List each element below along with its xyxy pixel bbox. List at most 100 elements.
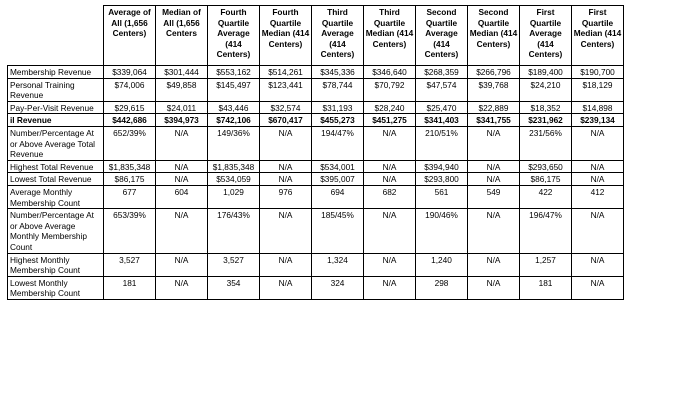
table-cell: 185/45% xyxy=(311,208,364,254)
col-header-median-all: Median of All (1,656 Centers xyxy=(155,5,208,66)
table-cell: N/A xyxy=(259,252,312,277)
table-cell: 677 xyxy=(103,184,156,210)
table-cell: N/A xyxy=(467,125,520,161)
table-cell: N/A xyxy=(259,208,312,254)
table-cell: $190,700 xyxy=(571,65,624,79)
col-header-second-median: Second Quartile Median (414 Centers) xyxy=(467,5,520,66)
corner-cell xyxy=(7,5,104,66)
table-cell: N/A xyxy=(259,275,312,300)
row-label: Pay-Per-Visit Revenue xyxy=(7,100,104,115)
table-cell: $32,574 xyxy=(259,100,312,115)
table-cell: N/A xyxy=(363,208,416,254)
table-cell: 149/36% xyxy=(207,125,260,161)
table-cell: 1,240 xyxy=(415,252,468,277)
table-cell: $553,162 xyxy=(207,65,260,79)
table-cell: 298 xyxy=(415,275,468,300)
table-cell: N/A xyxy=(259,125,312,161)
table-cell: 412 xyxy=(571,184,624,210)
table-cell: N/A xyxy=(155,159,208,174)
table-cell: $301,444 xyxy=(155,65,208,79)
table-row: Pay-Per-Visit Revenue $29,615 $24,011 $43,4… xyxy=(7,100,624,115)
table-cell: 976 xyxy=(259,184,312,210)
table-cell: $534,059 xyxy=(207,172,260,186)
row-label: Lowest Total Revenue xyxy=(7,172,104,186)
table-cell: $345,336 xyxy=(311,65,364,79)
table-cell: N/A xyxy=(467,252,520,277)
table-cell: $231,962 xyxy=(519,113,572,127)
row-label: il Revenue xyxy=(7,113,104,127)
table-cell: N/A xyxy=(259,172,312,186)
table-cell: $31,193 xyxy=(311,100,364,115)
table-cell: $86,175 xyxy=(519,172,572,186)
table-cell: 694 xyxy=(311,184,364,210)
table-cell: $514,261 xyxy=(259,65,312,79)
table-cell: $442,686 xyxy=(103,113,156,127)
table-cell: $78,744 xyxy=(311,77,364,102)
table-cell: $49,858 xyxy=(155,77,208,102)
table-cell: 354 xyxy=(207,275,260,300)
table-cell: 3,527 xyxy=(207,252,260,277)
table-cell: N/A xyxy=(571,172,624,186)
row-label: Number/Percentage At or Above Average To… xyxy=(7,125,104,161)
table-cell: $25,470 xyxy=(415,100,468,115)
table-cell: $451,275 xyxy=(363,113,416,127)
row-label: Average Monthly Membership Count xyxy=(7,184,104,210)
table-cell: 1,257 xyxy=(519,252,572,277)
table-cell: N/A xyxy=(467,172,520,186)
col-header-second-avg: Second Quartile Average (414 Centers) xyxy=(415,5,468,66)
table-cell: 561 xyxy=(415,184,468,210)
table-cell: N/A xyxy=(363,275,416,300)
table-cell: N/A xyxy=(571,159,624,174)
table-cell: N/A xyxy=(467,208,520,254)
table-cell: $670,417 xyxy=(259,113,312,127)
table-cell: $455,273 xyxy=(311,113,364,127)
table-cell: $341,755 xyxy=(467,113,520,127)
table-cell: $86,175 xyxy=(103,172,156,186)
table-cell: N/A xyxy=(155,275,208,300)
col-header-third-median: Third Quartile Median (414 Centers) xyxy=(363,5,416,66)
table-cell: 176/43% xyxy=(207,208,260,254)
table-cell: 210/51% xyxy=(415,125,468,161)
table-cell: $189,400 xyxy=(519,65,572,79)
table-row: Average Monthly Membership Count 677 604 1,… xyxy=(7,184,624,210)
table-cell: $70,792 xyxy=(363,77,416,102)
table-cell: N/A xyxy=(363,159,416,174)
table-cell: N/A xyxy=(571,252,624,277)
table-cell: $18,352 xyxy=(519,100,572,115)
table-cell: N/A xyxy=(363,125,416,161)
table-cell: N/A xyxy=(467,275,520,300)
table-cell: 196/47% xyxy=(519,208,572,254)
table-cell: 324 xyxy=(311,275,364,300)
table-row: Personal Training Revenue $74,006 $49,858 $… xyxy=(7,77,624,102)
row-label: Highest Monthly Membership Count xyxy=(7,252,104,277)
table-cell: $742,106 xyxy=(207,113,260,127)
table-cell: $293,800 xyxy=(415,172,468,186)
table-cell: 1,324 xyxy=(311,252,364,277)
table-cell: $293,650 xyxy=(519,159,572,174)
row-label: Number/Percentage At or Above Average Mo… xyxy=(7,208,104,254)
table-cell: $74,006 xyxy=(103,77,156,102)
table-cell: N/A xyxy=(155,125,208,161)
row-label: Lowest Monthly Membership Count xyxy=(7,275,104,300)
table-cell: $123,441 xyxy=(259,77,312,102)
table-cell: $346,640 xyxy=(363,65,416,79)
header-row: Average of All (1,656 Centers) Median of… xyxy=(7,5,624,66)
table-cell: $24,210 xyxy=(519,77,572,102)
table-cell: $394,973 xyxy=(155,113,208,127)
table-cell: 194/47% xyxy=(311,125,364,161)
revenue-quartile-table: Average of All (1,656 Centers) Median of… xyxy=(7,5,624,300)
table-cell: $43,446 xyxy=(207,100,260,115)
table-cell: $268,359 xyxy=(415,65,468,79)
table-cell: N/A xyxy=(571,275,624,300)
table-cell: $24,011 xyxy=(155,100,208,115)
table-cell: $341,403 xyxy=(415,113,468,127)
table-cell: $22,889 xyxy=(467,100,520,115)
col-header-fourth-avg: Fourth Quartile Average (414 Centers) xyxy=(207,5,260,66)
table-cell: N/A xyxy=(571,208,624,254)
row-label: Membership Revenue xyxy=(7,65,104,79)
table-cell: $394,940 xyxy=(415,159,468,174)
table-cell: N/A xyxy=(363,172,416,186)
table-cell: $145,497 xyxy=(207,77,260,102)
table-row: Membership Revenue $339,064 $301,444 $553,1… xyxy=(7,65,624,79)
col-header-average-all: Average of All (1,656 Centers) xyxy=(103,5,156,66)
